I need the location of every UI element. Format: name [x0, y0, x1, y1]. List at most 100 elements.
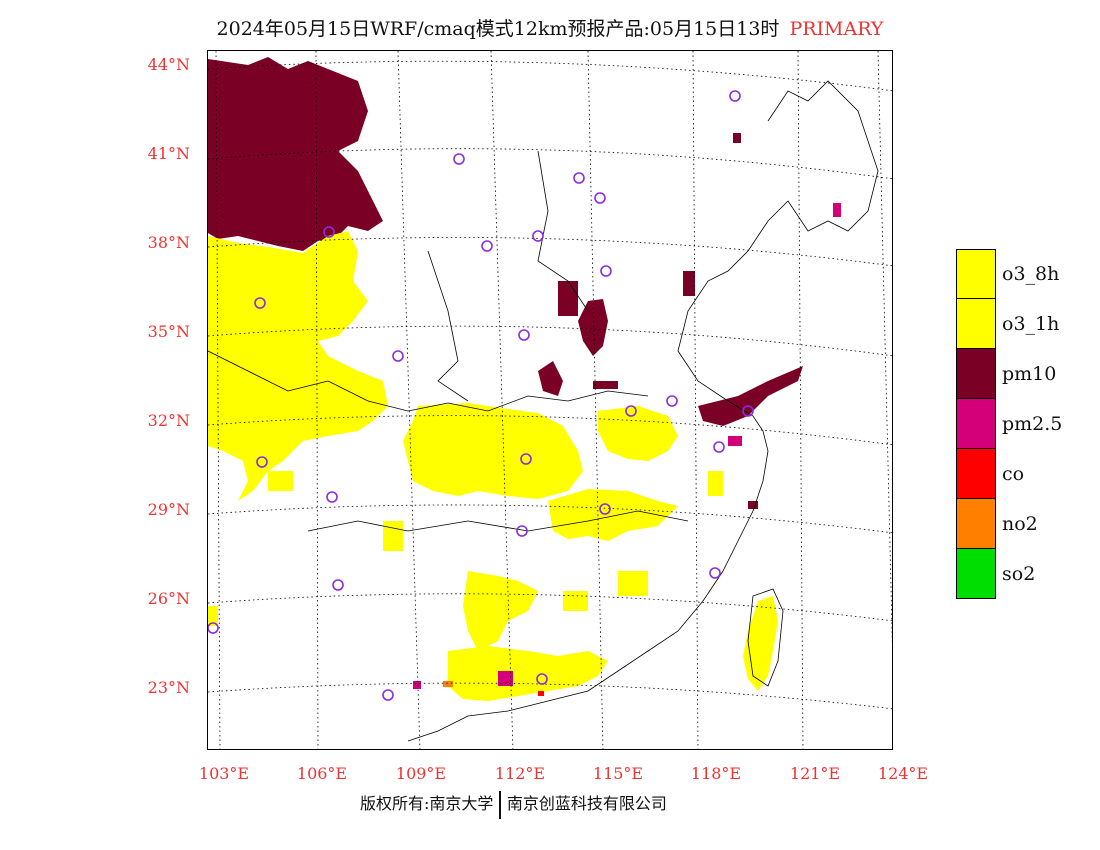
legend-swatch	[956, 249, 996, 299]
pm10-patch	[733, 133, 741, 143]
legend-swatch	[956, 399, 996, 449]
o3-patch	[563, 591, 588, 611]
pm10-patch	[558, 281, 578, 316]
station-marker	[666, 395, 678, 407]
station-marker	[709, 567, 721, 579]
o3-region-south	[463, 571, 538, 651]
station-marker	[256, 456, 268, 468]
pm25-patch	[413, 681, 421, 689]
pm10-patch-shanxi	[538, 361, 563, 396]
station-marker	[625, 405, 637, 417]
station-marker	[600, 265, 612, 277]
pm10-patch-hebei	[578, 299, 608, 356]
station-marker	[392, 350, 404, 362]
station-markers	[208, 90, 754, 701]
o3-patch	[383, 521, 403, 551]
o3-region-middle-east	[598, 406, 678, 461]
station-marker	[729, 90, 741, 102]
copyright-right: 南京创蓝科技有限公司	[506, 794, 667, 813]
pm25-patch	[728, 436, 742, 446]
lat-label: 35°N	[147, 322, 190, 341]
lon-label: 109°E	[395, 764, 447, 783]
legend-label: o3_8h	[1002, 263, 1060, 285]
station-marker	[520, 453, 532, 465]
legend: o3_8h o3_1h pm10 pm2.5 co no2 so2	[956, 249, 1096, 599]
o3-patch	[268, 471, 293, 491]
lon-label: 124°E	[877, 764, 929, 783]
legend-label: no2	[1002, 513, 1038, 535]
legend-label: pm2.5	[1002, 413, 1063, 435]
o3-region-jiangxi	[548, 489, 678, 541]
station-marker	[453, 153, 465, 165]
legend-label: pm10	[1002, 363, 1057, 385]
station-marker	[532, 230, 544, 242]
legend-swatch	[956, 499, 996, 549]
lat-label: 23°N	[147, 678, 190, 697]
legend-swatch	[956, 299, 996, 349]
co-patch	[538, 691, 544, 696]
title-text: 2024年05月15日WRF/cmaq模式12km预报产品:05月15日13时	[216, 18, 780, 40]
station-marker	[332, 579, 344, 591]
station-marker	[599, 503, 611, 515]
lat-label: 38°N	[147, 233, 190, 252]
pm10-patch	[593, 381, 618, 389]
map-title: 2024年05月15日WRF/cmaq模式12km预报产品:05月15日13时 P…	[0, 14, 1100, 41]
pm10-patch	[683, 271, 695, 296]
title-tag: PRIMARY	[789, 18, 884, 40]
station-marker	[536, 673, 548, 685]
station-marker	[573, 172, 585, 184]
legend-item: so2	[956, 549, 1096, 599]
lon-label: 115°E	[592, 764, 644, 783]
o3-patch	[708, 471, 723, 496]
copyright-left: 版权所有:南京大学	[360, 794, 494, 813]
pollutant-map[interactable]	[207, 50, 893, 750]
legend-item: pm10	[956, 349, 1096, 399]
legend-label: co	[1002, 463, 1025, 485]
o3-region-guangdong	[448, 646, 608, 701]
station-marker	[382, 689, 394, 701]
legend-item: o3_1h	[956, 299, 1096, 349]
pm10-region-northwest	[208, 57, 383, 251]
pm25-patch	[498, 671, 513, 686]
graticule	[208, 51, 892, 749]
station-marker	[518, 329, 530, 341]
station-marker	[254, 297, 266, 309]
no2-patch	[443, 681, 453, 687]
legend-swatch	[956, 349, 996, 399]
legend-swatch	[956, 549, 996, 599]
o3-patch	[208, 606, 218, 626]
station-marker	[742, 405, 754, 417]
legend-item: o3_8h	[956, 249, 1096, 299]
pm10-patch-jiangsu	[698, 366, 803, 426]
o3-region-west	[208, 231, 388, 501]
footer-separator	[499, 790, 501, 819]
lat-label: 44°N	[147, 55, 190, 74]
lon-label: 118°E	[690, 764, 742, 783]
map-canvas	[208, 51, 892, 749]
lat-label: 26°N	[147, 589, 190, 608]
boundaries	[208, 80, 879, 742]
lat-label: 41°N	[147, 144, 190, 163]
lon-label: 103°E	[198, 764, 250, 783]
legend-swatch	[956, 449, 996, 499]
legend-label: o3_1h	[1002, 313, 1060, 335]
station-marker	[481, 240, 493, 252]
station-marker	[713, 441, 725, 453]
lon-label: 112°E	[494, 764, 546, 783]
legend-item: co	[956, 449, 1096, 499]
lon-label: 106°E	[296, 764, 348, 783]
o3-patch	[618, 571, 648, 596]
station-marker	[516, 525, 528, 537]
legend-item: pm2.5	[956, 399, 1096, 449]
station-marker	[326, 491, 338, 503]
lat-label: 32°N	[147, 411, 190, 430]
pm10-patch	[748, 501, 758, 509]
legend-item: no2	[956, 499, 1096, 549]
copyright-footer: 版权所有:南京大学 南京创蓝科技有限公司	[360, 790, 667, 819]
station-marker	[594, 192, 606, 204]
legend-label: so2	[1002, 563, 1036, 585]
lat-label: 29°N	[147, 500, 190, 519]
station-marker	[208, 622, 219, 634]
o3-region-central	[403, 403, 583, 499]
station-marker	[323, 226, 335, 238]
